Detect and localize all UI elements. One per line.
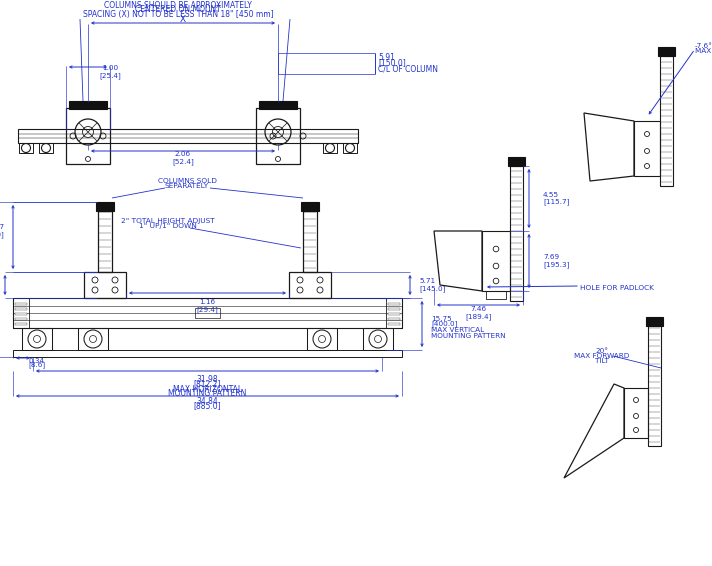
- Text: C/L OF COLUMN: C/L OF COLUMN: [378, 65, 438, 74]
- Bar: [363, 328, 393, 350]
- Text: 5.71
[145.0]: 5.71 [145.0]: [419, 278, 446, 292]
- Bar: [388, 307, 400, 310]
- Text: COLUMNS SOLD: COLUMNS SOLD: [157, 178, 216, 184]
- Bar: [15, 307, 27, 310]
- Text: 7.46
[189.4]: 7.46 [189.4]: [466, 306, 492, 320]
- Bar: [660, 56, 673, 186]
- Bar: [388, 312, 400, 315]
- Bar: [508, 157, 525, 166]
- Bar: [13, 350, 402, 357]
- Bar: [303, 211, 317, 272]
- Text: MOUNTING PATTERN: MOUNTING PATTERN: [168, 389, 246, 398]
- Bar: [22, 328, 52, 350]
- Bar: [648, 326, 661, 446]
- Bar: [634, 121, 660, 176]
- Bar: [343, 143, 357, 153]
- Text: 1" UP/1" DOWN: 1" UP/1" DOWN: [139, 223, 197, 229]
- Bar: [15, 302, 27, 305]
- Bar: [19, 143, 33, 153]
- Text: HOLE FOR PADLOCK: HOLE FOR PADLOCK: [580, 285, 654, 291]
- Bar: [13, 298, 29, 328]
- Text: MAX BACK TILT: MAX BACK TILT: [695, 48, 712, 54]
- Bar: [78, 328, 108, 350]
- Text: TILT: TILT: [595, 358, 609, 364]
- Text: 1.00
[25.4]: 1.00 [25.4]: [99, 65, 121, 79]
- Text: MOUNTING PATTERN: MOUNTING PATTERN: [431, 333, 506, 339]
- Bar: [289, 272, 331, 298]
- Bar: [323, 143, 337, 153]
- Text: [885.0]: [885.0]: [194, 401, 221, 410]
- Bar: [624, 388, 648, 438]
- Bar: [15, 312, 27, 315]
- Bar: [388, 318, 400, 320]
- Text: 1.77
[45.0]: 1.77 [45.0]: [0, 224, 4, 238]
- Text: 0.34: 0.34: [29, 358, 45, 364]
- Bar: [195, 308, 220, 318]
- Text: [812.2]: [812.2]: [194, 379, 221, 388]
- Bar: [658, 47, 675, 56]
- Text: MAX HORIZONTAL: MAX HORIZONTAL: [173, 384, 242, 393]
- Text: X: X: [180, 15, 186, 24]
- Text: 34.84: 34.84: [197, 397, 219, 405]
- Bar: [84, 272, 126, 298]
- Bar: [15, 318, 27, 320]
- Text: 1.16
[29.4]: 1.16 [29.4]: [197, 299, 219, 313]
- Bar: [18, 129, 358, 143]
- Bar: [259, 101, 297, 109]
- Text: COLUMNS SHOULD BE APPROXIMATELY: COLUMNS SHOULD BE APPROXIMATELY: [104, 1, 252, 10]
- Text: SEPARATELY: SEPARATELY: [165, 183, 209, 189]
- Bar: [388, 323, 400, 325]
- Text: 2" TOTAL HEIGHT ADJUST: 2" TOTAL HEIGHT ADJUST: [121, 218, 215, 224]
- Text: -7.6°: -7.6°: [695, 43, 712, 49]
- Bar: [39, 143, 53, 153]
- Bar: [98, 211, 112, 272]
- Text: MAX VERTICAL: MAX VERTICAL: [431, 327, 484, 333]
- Text: [150.0]: [150.0]: [378, 58, 406, 67]
- Bar: [482, 231, 510, 291]
- Bar: [96, 202, 114, 211]
- Text: SPACING (X) NOT TO BE LESS THAN 18" [450 mm]: SPACING (X) NOT TO BE LESS THAN 18" [450…: [83, 11, 273, 19]
- Text: [400.0]: [400.0]: [431, 320, 457, 327]
- Text: CENTERED ON MOUNT: CENTERED ON MOUNT: [135, 6, 221, 15]
- Text: [8.6]: [8.6]: [28, 362, 46, 368]
- Text: 5.91: 5.91: [378, 54, 395, 62]
- Bar: [386, 298, 402, 328]
- Bar: [69, 101, 107, 109]
- Bar: [510, 166, 523, 301]
- Bar: [13, 298, 402, 328]
- Bar: [301, 202, 319, 211]
- Bar: [646, 317, 663, 326]
- Text: 7.69
[195.3]: 7.69 [195.3]: [543, 254, 570, 268]
- Bar: [66, 108, 110, 164]
- Text: 15.75: 15.75: [431, 316, 451, 322]
- Text: MAX FORWARD: MAX FORWARD: [575, 353, 629, 359]
- Bar: [486, 291, 506, 299]
- Bar: [388, 302, 400, 305]
- Text: 20°: 20°: [595, 348, 609, 354]
- Bar: [307, 328, 337, 350]
- Bar: [256, 108, 300, 164]
- Text: 2.06
[52.4]: 2.06 [52.4]: [172, 151, 194, 165]
- Text: 31.98: 31.98: [197, 375, 219, 384]
- Text: 4.55
[115.7]: 4.55 [115.7]: [543, 192, 570, 205]
- Bar: [15, 323, 27, 325]
